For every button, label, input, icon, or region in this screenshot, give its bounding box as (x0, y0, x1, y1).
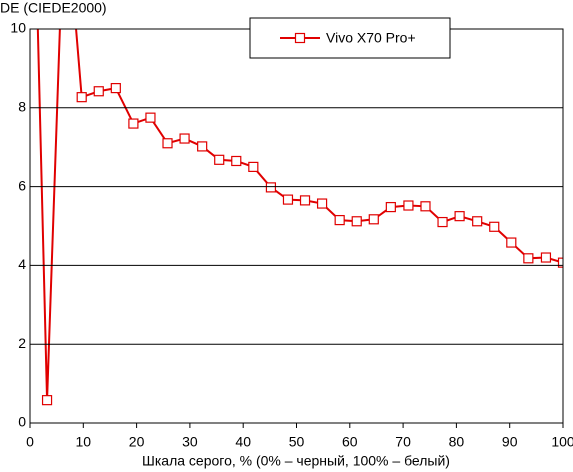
marker (385, 201, 396, 213)
marker (248, 161, 259, 172)
x-tick-label: 50 (289, 434, 305, 450)
x-tick-label: 70 (395, 434, 411, 450)
x-tick-label: 100 (551, 434, 573, 450)
marker (557, 257, 563, 268)
legend-box (249, 17, 451, 59)
y-tick-label: 4 (18, 256, 26, 272)
marker (437, 216, 448, 228)
x-tick-label: 60 (342, 434, 358, 450)
marker (403, 200, 414, 211)
marker (454, 211, 465, 222)
line (36, 29, 563, 401)
marker (93, 86, 104, 97)
marker (197, 141, 208, 152)
marker (145, 112, 156, 123)
marker (506, 237, 517, 248)
y-tick-label: 0 (18, 414, 26, 430)
marker (299, 195, 311, 206)
y-tick-label: 8 (18, 99, 26, 115)
marker (41, 395, 53, 406)
y-tick-label: 10 (10, 20, 26, 36)
marker (316, 198, 328, 209)
marker (540, 252, 552, 263)
x-tick-label: 40 (235, 434, 251, 450)
x-tick-label: 30 (182, 434, 198, 450)
marker (489, 221, 500, 232)
marker (179, 133, 190, 144)
y-axis-label: DE (CIEDE2000) (0, 0, 107, 16)
y-tick-label: 6 (18, 177, 26, 193)
marker (334, 214, 345, 226)
marker (231, 155, 242, 167)
x-axis-label: Шкала серого, % (0% – черный, 100% – бел… (142, 453, 450, 469)
legend-label: Vivo X70 Pro+ (326, 30, 416, 46)
plot-area (36, 29, 563, 406)
x-tick-label: 80 (449, 434, 465, 450)
marker (128, 118, 139, 129)
x-tick-label: 0 (26, 434, 34, 450)
marker (351, 216, 362, 227)
x-tick-label: 90 (502, 434, 518, 450)
plot-frame (29, 28, 564, 424)
marker (265, 182, 277, 193)
marker (420, 201, 431, 212)
marker (76, 92, 87, 103)
y-tick-label: 2 (18, 335, 26, 351)
marker (282, 194, 294, 205)
x-tick-label: 20 (129, 434, 145, 450)
marker (472, 216, 483, 227)
marker (523, 253, 534, 264)
marker (214, 154, 225, 165)
marker (162, 138, 173, 149)
marker (110, 82, 121, 94)
x-tick-label: 10 (76, 434, 92, 450)
legend-marker (294, 32, 306, 44)
marker (368, 214, 379, 225)
